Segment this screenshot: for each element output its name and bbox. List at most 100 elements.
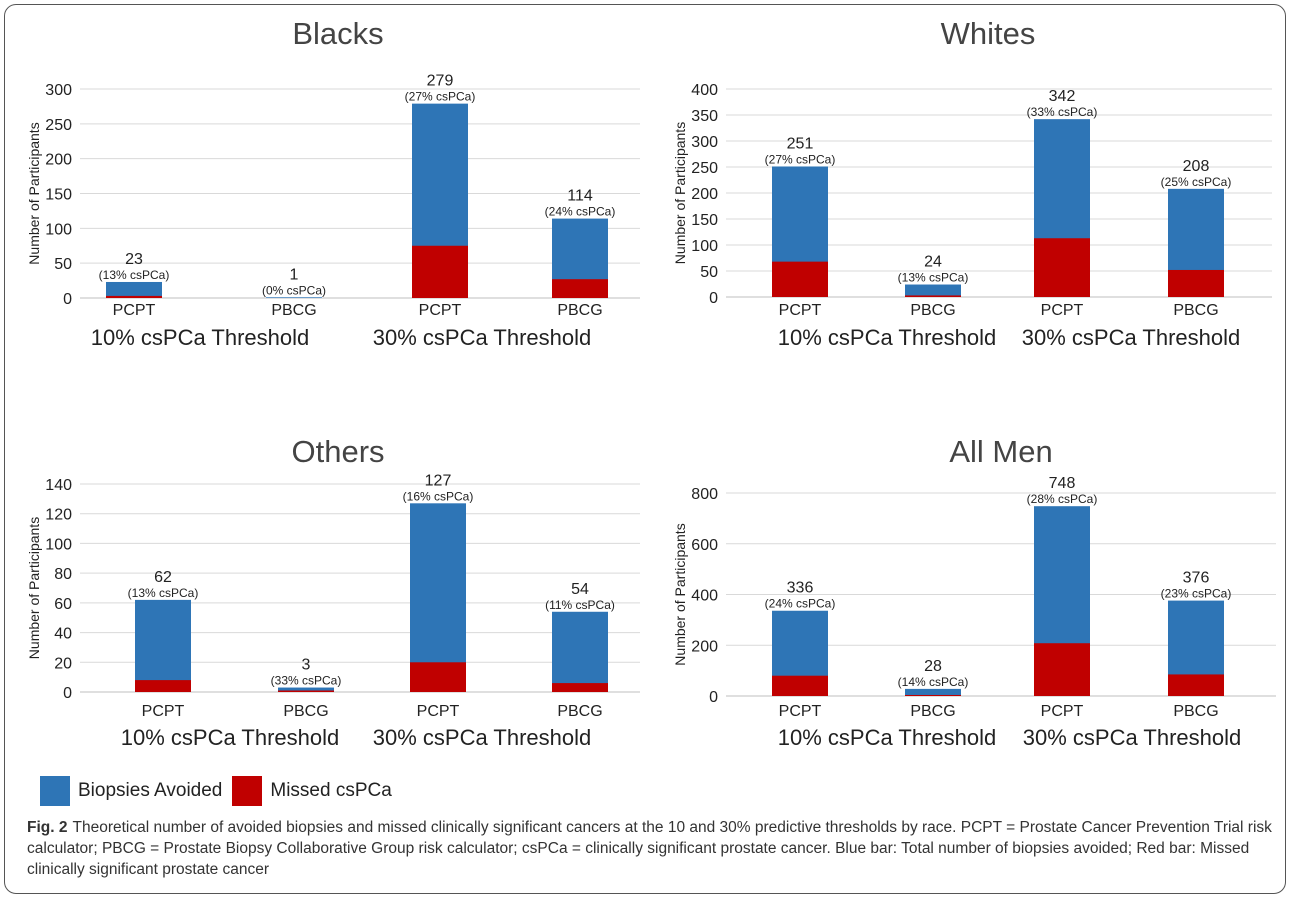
y-tick-label: 250 [45,117,72,134]
chart-all-men: All Men 0 200 400 600 800 Number of Participan… [672,434,1276,750]
bar-missed [552,683,608,692]
bar-missed [772,261,828,297]
caption-text: Theoretical number of avoided biopsies a… [27,819,1272,878]
x-group-label: 30% csPCa Threshold [1023,725,1242,750]
data-label-value: 54 [571,581,589,598]
data-label-percent: (13% csPCa) [99,268,170,282]
chart-whites: Whites 0 50 100 150 200 250 300 350 400 Number of … [672,16,1272,350]
data-label-value: 3 [302,657,311,674]
y-tick-label: 150 [45,187,72,204]
bar-missed [412,245,468,298]
y-axis-label: Number of Participants [672,122,688,264]
legend-label-avoided: Biopsies Avoided [78,780,223,801]
y-axis-label: Number of Participants [26,517,42,659]
y-axis-label: Number of Participants [26,122,42,264]
data-label-value: 342 [1049,88,1076,105]
data-label-percent: (24% csPCa) [765,597,836,611]
bar-avoided [905,284,961,297]
y-tick-label: 50 [700,264,718,281]
bar-missed [905,295,961,297]
bar-missed [1168,269,1224,297]
y-tick-label: 80 [54,566,72,583]
bar-avoided [135,599,191,692]
y-tick-label: 350 [691,108,718,125]
y-tick-label: 800 [691,486,718,503]
x-tick-label: PBCG [1173,703,1218,720]
y-tick-label: 40 [54,626,72,643]
data-label-percent: (33% csPCa) [271,674,342,688]
y-tick-label: 0 [63,685,72,702]
bar-missed [1034,643,1090,696]
x-tick-label: PCPT [417,703,460,720]
bar-avoided [106,281,162,298]
bar-missed [106,295,162,298]
y-tick-label: 100 [691,238,718,255]
legend-item-avoided: Biopsies Avoided [40,776,222,806]
bar-missed [410,662,466,692]
chart-title: Whites [941,16,1036,51]
y-tick-label: 100 [45,221,72,238]
x-tick-label: PCPT [779,302,822,319]
x-tick-label: PCPT [1041,302,1084,319]
y-tick-label: 20 [54,655,72,672]
x-tick-label: PBCG [1173,302,1218,319]
y-tick-label: 200 [691,638,718,655]
y-tick-label: 120 [45,507,72,524]
chart-title: All Men [949,434,1052,469]
y-tick-label: 50 [54,256,72,273]
bar-missed [135,680,191,692]
data-label-percent: (23% csPCa) [1161,587,1232,601]
x-group-label: 30% csPCa Threshold [373,725,592,750]
x-group-label: 30% csPCa Threshold [1022,325,1241,350]
legend-item-missed: Missed csPCa [232,776,392,806]
chart-blacks: Blacks 0 50 100 150 200 250 300 Number of Partic… [26,16,640,350]
data-label-percent: (27% csPCa) [405,90,476,104]
data-label-value: 24 [924,254,942,271]
x-tick-label: PCPT [419,302,462,319]
data-label-percent: (13% csPCa) [898,271,969,285]
bar-missed [772,675,828,696]
chart-title: Others [291,434,384,469]
y-tick-label: 400 [691,82,718,99]
bar-missed [278,690,334,692]
bar-missed [552,279,608,298]
data-label-percent: (33% csPCa) [1027,105,1098,119]
bar-avoided [278,687,334,692]
x-tick-label: PCPT [1041,703,1084,720]
data-label-value: 62 [154,569,172,586]
y-tick-label: 0 [709,290,718,307]
data-label-percent: (24% csPCa) [545,205,616,219]
data-label-percent: (16% csPCa) [403,489,474,503]
y-tick-label: 250 [691,160,718,177]
chart-title: Blacks [292,16,383,51]
x-tick-label: PBCG [271,302,316,319]
y-tick-label: 60 [54,596,72,613]
y-tick-label: 200 [691,186,718,203]
bar-avoided [410,503,466,692]
data-label-value: 748 [1049,475,1076,492]
data-label-value: 279 [427,73,454,90]
x-tick-label: PCPT [113,302,156,319]
y-tick-label: 140 [45,477,72,494]
y-tick-label: 600 [691,537,718,554]
y-tick-label: 200 [45,152,72,169]
legend-swatch-missed [232,776,263,806]
data-label-percent: (27% csPCa) [765,152,836,166]
bar-missed [1034,238,1090,297]
data-label-percent: (11% csPCa) [545,598,615,612]
figure-caption: Fig. 2 Theoretical number of avoided biop… [27,817,1272,880]
x-tick-label: PBCG [283,703,328,720]
legend-label-missed: Missed csPCa [270,780,392,801]
chart-legend: Biopsies Avoided Missed csPCa [40,776,402,806]
x-group-label: 10% csPCa Threshold [778,725,997,750]
y-tick-label: 300 [691,134,718,151]
x-group-label: 30% csPCa Threshold [373,325,592,350]
y-tick-label: 150 [691,212,718,229]
data-label-percent: (13% csPCa) [128,586,199,600]
data-label-value: 1 [290,266,299,283]
bar-missed [905,694,961,696]
data-label-percent: (14% csPCa) [898,675,969,689]
figure-number: Fig. 2 [27,819,68,836]
data-label-value: 127 [425,472,452,489]
data-label-percent: (25% csPCa) [1161,175,1232,189]
